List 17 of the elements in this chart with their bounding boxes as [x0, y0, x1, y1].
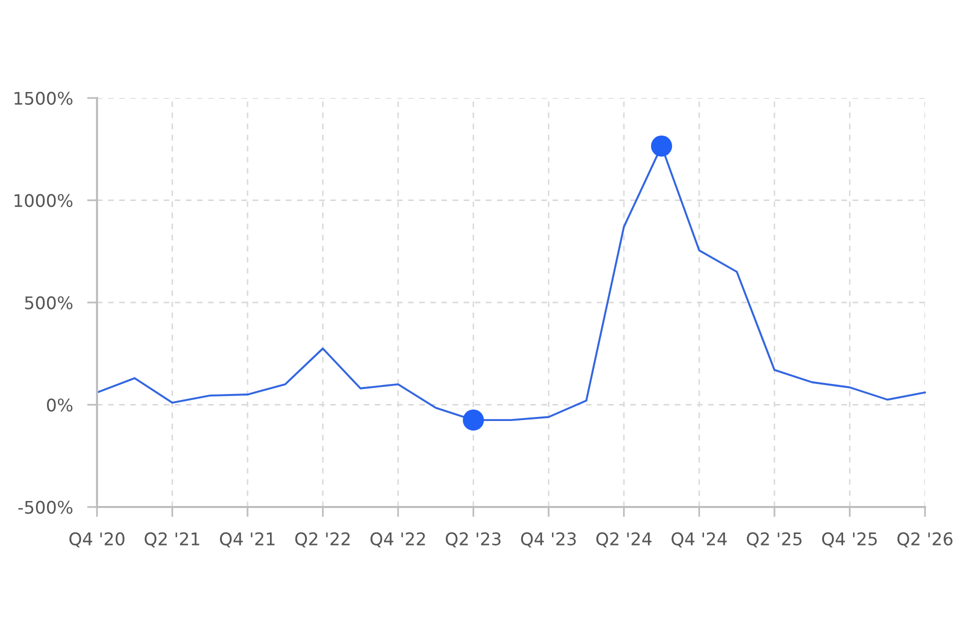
- x-tick-label: Q2 '25: [746, 532, 802, 548]
- x-tick-label: Q4 '20: [69, 532, 124, 548]
- x-tick-label: Q2 '22: [295, 532, 350, 548]
- x-tick-label: Q4 '24: [672, 532, 727, 548]
- y-tick-label: 0%: [46, 398, 72, 412]
- y-tick-label: 500%: [25, 296, 72, 310]
- x-tick-label: Q2 '21: [144, 532, 200, 548]
- y-tick-label: 1500%: [14, 92, 72, 105]
- y-tick-label: -500%: [18, 500, 72, 514]
- x-tick-label: Q2 '23: [446, 532, 501, 548]
- x-tick-label: Q4 '23: [521, 532, 576, 548]
- x-tick-label: Q4 '25: [822, 532, 877, 548]
- y-tick-label: 1000%: [14, 194, 72, 208]
- x-tick-label: Q4 '22: [370, 532, 425, 548]
- x-tick-label: Q4 '21: [220, 532, 274, 548]
- x-tick-label: Q2 '26: [897, 532, 952, 548]
- x-tick-label: Q2 '24: [596, 532, 652, 548]
